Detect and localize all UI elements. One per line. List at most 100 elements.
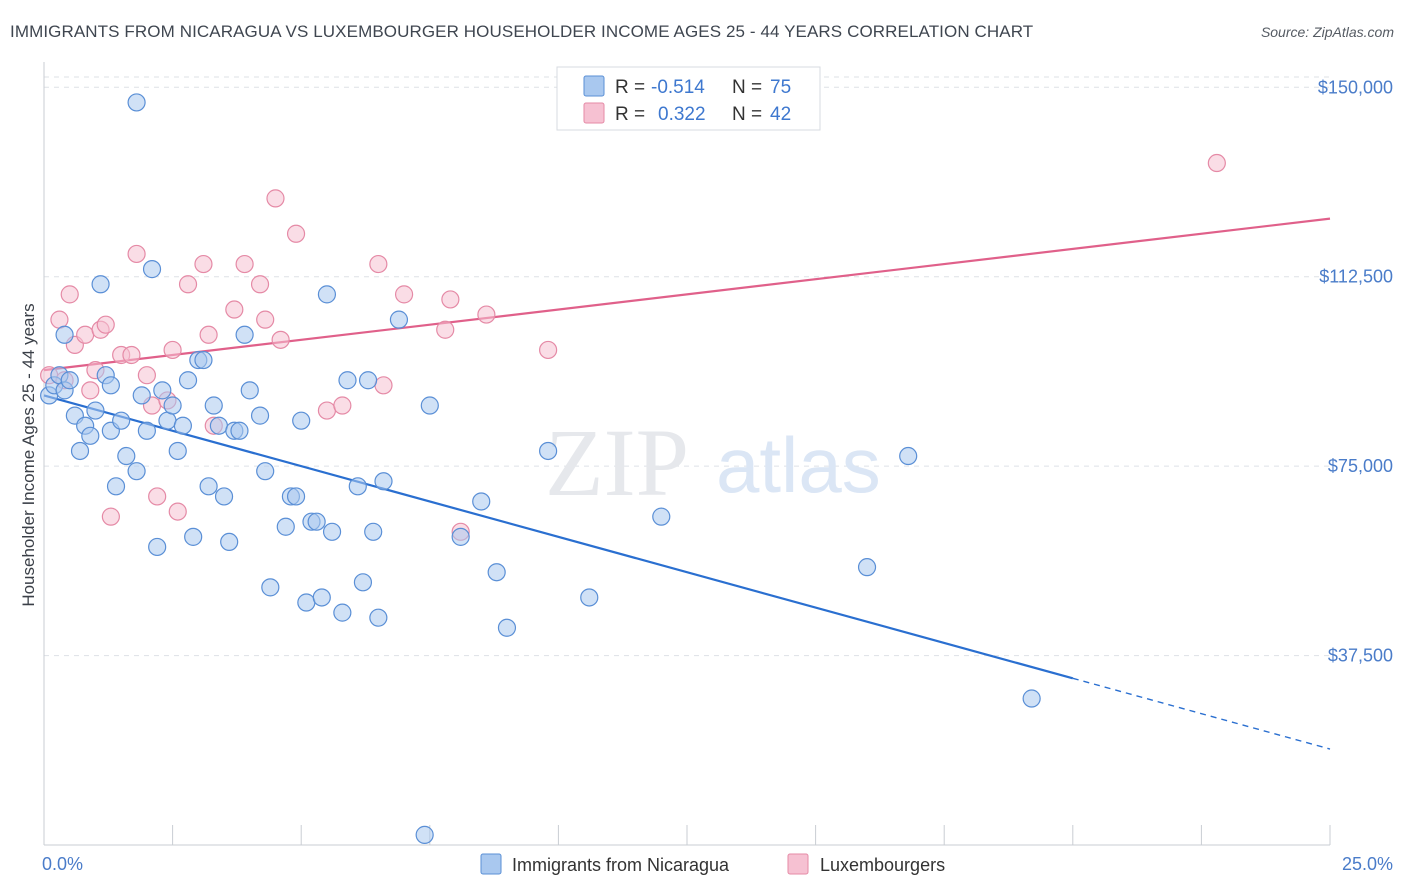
- point-luxembourgers: [60, 285, 79, 304]
- point-luxembourgers: [271, 330, 290, 349]
- point-luxembourgers: [163, 340, 182, 360]
- point-nicaragua: [369, 608, 388, 627]
- point-nicaragua: [101, 376, 120, 395]
- point-nicaragua: [374, 472, 393, 491]
- point-nicaragua: [857, 558, 877, 577]
- point-nicaragua: [163, 396, 182, 415]
- point-luxembourgers: [178, 275, 198, 294]
- trend-line-nicaragua: [43, 394, 1074, 680]
- point-luxembourgers: [127, 244, 146, 264]
- point-nicaragua: [322, 522, 342, 541]
- point-luxembourgers: [369, 254, 388, 274]
- point-luxembourgers: [101, 507, 120, 526]
- point-nicaragua: [91, 275, 110, 294]
- point-luxembourgers: [199, 325, 218, 344]
- correlation-legend: R = -0.514 N = 75 R = 0.322 N = 42: [556, 66, 821, 131]
- point-nicaragua: [220, 532, 239, 552]
- point-nicaragua: [127, 93, 146, 112]
- x-tick-labels: 0.0% 25.0%: [42, 854, 1393, 874]
- grid-lines: [44, 76, 1330, 657]
- legend-r-value: -0.514: [651, 77, 705, 98]
- point-nicaragua: [158, 411, 177, 430]
- legend-swatch-pink: [583, 102, 605, 124]
- point-nicaragua: [81, 426, 100, 445]
- series-legend-swatch-luxembourgers: [787, 853, 809, 875]
- data-points: [40, 93, 1226, 844]
- point-nicaragua: [86, 401, 105, 420]
- point-luxembourgers: [76, 325, 95, 344]
- series-legend-label-luxembourgers: Luxembourgers: [820, 855, 945, 875]
- point-nicaragua: [1022, 689, 1041, 708]
- trend-lines: [43, 217, 1331, 750]
- point-nicaragua: [333, 603, 352, 622]
- point-luxembourgers: [148, 487, 167, 506]
- point-nicaragua: [55, 325, 74, 344]
- point-nicaragua: [899, 446, 918, 466]
- point-nicaragua: [230, 421, 249, 440]
- point-nicaragua: [312, 588, 331, 607]
- watermark-zip: ZIP: [545, 409, 689, 516]
- point-nicaragua: [204, 396, 223, 415]
- y-tick-labels: $37,500 $75,000 $112,500 $150,000: [1318, 77, 1393, 665]
- series-legend-swatch-nicaragua: [480, 853, 502, 875]
- y-axis-label: Householder Income Ages 25 - 44 years: [19, 303, 38, 606]
- point-nicaragua: [106, 477, 126, 496]
- point-nicaragua: [60, 371, 79, 390]
- point-nicaragua: [142, 260, 162, 279]
- point-nicaragua: [415, 825, 434, 844]
- legend-n-value: 42: [770, 104, 791, 125]
- point-luxembourgers: [317, 401, 337, 420]
- point-nicaragua: [178, 371, 198, 390]
- point-luxembourgers: [250, 275, 270, 294]
- point-nicaragua: [240, 381, 259, 400]
- y-tick-label: $37,500: [1328, 646, 1393, 666]
- chart-source: Source: ZipAtlas.com: [1260, 24, 1394, 40]
- watermark-atlas: atlas: [716, 421, 881, 509]
- point-nicaragua: [286, 487, 306, 506]
- point-luxembourgers: [256, 310, 275, 329]
- point-luxembourgers: [137, 366, 156, 385]
- point-nicaragua: [214, 487, 234, 506]
- point-luxembourgers: [235, 254, 254, 274]
- y-tick-label: $150,000: [1318, 77, 1393, 97]
- legend-swatch-blue: [583, 75, 605, 97]
- legend-r-label: R =: [615, 104, 645, 125]
- point-nicaragua: [70, 441, 90, 461]
- point-luxembourgers: [266, 189, 285, 208]
- point-luxembourgers: [225, 300, 244, 319]
- point-nicaragua: [127, 462, 146, 481]
- point-nicaragua: [353, 573, 373, 592]
- point-nicaragua: [132, 386, 151, 405]
- legend-n-value: 75: [770, 77, 791, 98]
- point-nicaragua: [209, 416, 228, 435]
- point-nicaragua: [184, 527, 203, 546]
- legend-n-label: N =: [732, 77, 762, 98]
- point-nicaragua: [173, 416, 192, 435]
- chart-title: IMMIGRANTS FROM NICARAGUA VS LUXEMBOURGE…: [10, 22, 1034, 41]
- point-nicaragua: [389, 310, 409, 329]
- point-luxembourgers: [50, 310, 69, 329]
- point-nicaragua: [307, 512, 326, 531]
- point-nicaragua: [137, 421, 156, 440]
- point-nicaragua: [168, 441, 187, 461]
- point-nicaragua: [112, 411, 131, 430]
- point-nicaragua: [250, 406, 270, 425]
- point-nicaragua: [261, 578, 280, 597]
- point-nicaragua: [199, 477, 218, 496]
- point-nicaragua: [317, 285, 337, 304]
- point-nicaragua: [338, 371, 357, 390]
- point-nicaragua: [194, 350, 213, 370]
- trend-line-nicaragua-extension: [1072, 677, 1331, 750]
- point-nicaragua: [497, 618, 517, 637]
- y-tick-label: $75,000: [1328, 456, 1393, 476]
- point-luxembourgers: [194, 254, 213, 274]
- point-nicaragua: [364, 522, 383, 541]
- point-nicaragua: [117, 446, 136, 466]
- point-nicaragua: [451, 527, 470, 546]
- legend-n-label: N =: [732, 104, 762, 125]
- legend-r-value: 0.322: [658, 104, 706, 125]
- point-nicaragua: [148, 537, 167, 557]
- x-tick-label: 0.0%: [42, 854, 83, 874]
- watermark: ZIP atlas: [545, 409, 881, 516]
